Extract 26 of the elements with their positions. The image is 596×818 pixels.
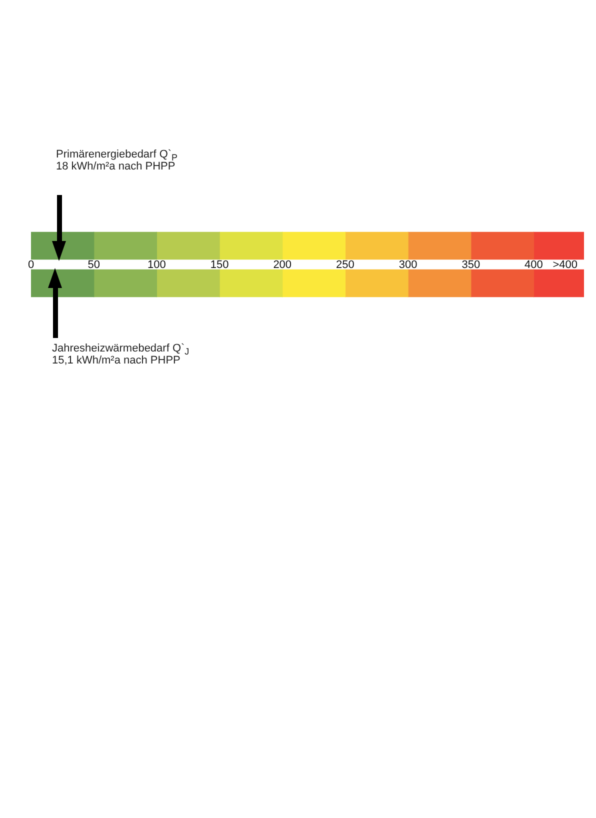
bar — [282, 269, 346, 298]
bar — [344, 269, 408, 298]
x-tick-label: 350 — [462, 259, 480, 272]
bar — [156, 232, 220, 260]
x-tick-label: 0 — [28, 259, 34, 272]
x-tick-label: 150 — [210, 259, 229, 272]
bar — [94, 232, 158, 260]
bar — [344, 232, 408, 260]
x-tick-label: 250 — [336, 259, 354, 272]
bar — [219, 269, 283, 298]
bar — [94, 269, 158, 298]
bar — [470, 269, 534, 298]
bar — [533, 269, 584, 298]
bar — [470, 232, 534, 260]
x-tick-label: >400 — [552, 259, 578, 272]
bar — [533, 232, 584, 260]
x-tick-label: 200 — [273, 259, 292, 272]
x-tick-label: 400 — [524, 259, 543, 272]
bar — [282, 232, 346, 260]
x-tick-label: 100 — [148, 259, 166, 272]
x-tick-label: 300 — [398, 259, 418, 272]
x-tick-label: 50 — [88, 259, 100, 272]
bar — [408, 269, 472, 298]
bar — [219, 232, 283, 260]
bar — [156, 269, 220, 298]
bar — [408, 232, 472, 260]
